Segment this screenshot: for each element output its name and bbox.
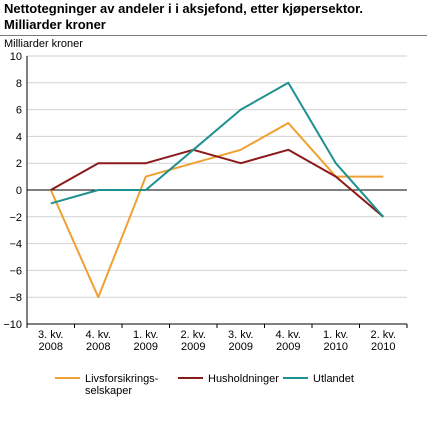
legend-label: Livsforsikrings-selskaper <box>85 373 159 397</box>
series-line-3 <box>50 81 385 218</box>
x-tick-label: 4. kv. 2009 <box>276 329 301 353</box>
gridlines <box>27 55 407 325</box>
series-lines <box>49 81 385 299</box>
y-tick-labels: 10 8 6 4 2 0 −2 −4 −6 −8 −10 <box>3 51 22 331</box>
y-tick-label: −10 <box>3 319 22 331</box>
y-tick-label: 4 <box>16 131 22 143</box>
y-tick-label: 0 <box>16 185 22 197</box>
title-divider <box>0 35 427 36</box>
y-tick-label: 6 <box>16 105 22 117</box>
axes <box>26 56 408 328</box>
x-tick-labels: 3. kv. 2008 4. kv. 2008 1. kv. 2009 2. kv. 2009… <box>38 329 396 353</box>
y-tick-label: −2 <box>9 212 22 224</box>
x-tick-label: 1. kv. 2010 <box>323 329 348 353</box>
y-tick-label: −8 <box>9 292 22 304</box>
chart-title-line-2: Milliarder kroner <box>4 17 106 32</box>
legend-label: Husholdninger <box>208 373 279 385</box>
y-tick-label: 8 <box>16 78 22 90</box>
y-tick-label: −4 <box>9 239 22 251</box>
series-line-1 <box>49 122 384 299</box>
series-line-2 <box>50 148 384 218</box>
y-axis-label: Milliarder kroner <box>4 38 83 50</box>
x-tick-label: 2. kv. 2009 <box>181 329 206 353</box>
x-tick-label: 2. kv. 2010 <box>371 329 396 353</box>
y-tick-label: −6 <box>9 265 22 277</box>
x-tick-label: 3. kv. 2008 <box>38 329 63 353</box>
chart-title-line-1: Nettotegninger av andeler i i aksjefond,… <box>4 1 364 16</box>
y-tick-label: 2 <box>16 158 22 170</box>
x-tick-label: 1. kv. 2009 <box>133 329 158 353</box>
chart-title: Nettotegninger av andeler i i aksjefond,… <box>4 1 424 33</box>
x-tick-label: 4. kv. 2008 <box>86 329 111 353</box>
y-tick-label: 10 <box>10 51 22 63</box>
x-tick-label: 3. kv. 2009 <box>228 329 253 353</box>
legend: Livsforsikrings-selskaper Husholdninger Ut… <box>55 373 354 397</box>
legend-label: Utlandet <box>313 373 354 385</box>
